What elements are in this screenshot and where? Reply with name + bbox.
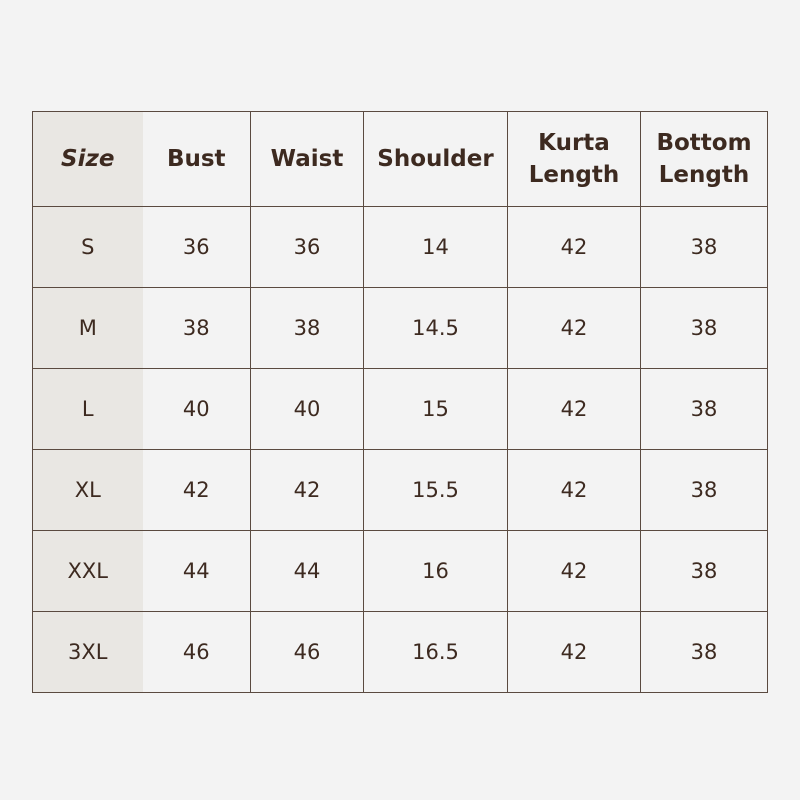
cell-size: S: [32, 206, 143, 288]
cell-bust: 38: [142, 287, 251, 369]
header-bust: Bust: [142, 111, 251, 207]
cell-kurta-length: 42: [507, 206, 641, 288]
cell-kurta-length: 42: [507, 530, 641, 612]
table-row: XXL 44 44 16 42 38: [32, 530, 768, 612]
cell-shoulder: 16.5: [363, 611, 508, 693]
cell-kurta-length: 42: [507, 611, 641, 693]
cell-waist: 46: [250, 611, 364, 693]
header-row: Size Bust Waist Shoulder Kurta Length Bottom …: [32, 111, 768, 207]
cell-shoulder: 14: [363, 206, 508, 288]
cell-kurta-length: 42: [507, 287, 641, 369]
cell-waist: 44: [250, 530, 364, 612]
header-bottom-length: Bottom Length: [640, 111, 768, 207]
cell-bust: 44: [142, 530, 251, 612]
cell-size: M: [32, 287, 143, 369]
cell-bottom-length: 38: [640, 530, 768, 612]
header-shoulder: Shoulder: [363, 111, 508, 207]
cell-bust: 40: [142, 368, 251, 450]
table-row: L 40 40 15 42 38: [32, 368, 768, 450]
cell-bust: 36: [142, 206, 251, 288]
table-row: 3XL 46 46 16.5 42 38: [32, 611, 768, 693]
cell-bottom-length: 38: [640, 449, 768, 531]
table-row: M 38 38 14.5 42 38: [32, 287, 768, 369]
cell-waist: 38: [250, 287, 364, 369]
cell-bottom-length: 38: [640, 206, 768, 288]
cell-waist: 36: [250, 206, 364, 288]
cell-bust: 42: [142, 449, 251, 531]
cell-size: XL: [32, 449, 143, 531]
cell-shoulder: 16: [363, 530, 508, 612]
cell-bottom-length: 38: [640, 287, 768, 369]
header-waist: Waist: [250, 111, 364, 207]
cell-bust: 46: [142, 611, 251, 693]
cell-kurta-length: 42: [507, 449, 641, 531]
cell-size: 3XL: [32, 611, 143, 693]
cell-size: XXL: [32, 530, 143, 612]
cell-bottom-length: 38: [640, 611, 768, 693]
cell-shoulder: 14.5: [363, 287, 508, 369]
cell-bottom-length: 38: [640, 368, 768, 450]
header-size: Size: [32, 111, 143, 207]
cell-shoulder: 15: [363, 368, 508, 450]
size-chart-table: Size Bust Waist Shoulder Kurta Length Bottom …: [32, 111, 768, 693]
table-row: S 36 36 14 42 38: [32, 206, 768, 288]
cell-size: L: [32, 368, 143, 450]
cell-shoulder: 15.5: [363, 449, 508, 531]
cell-kurta-length: 42: [507, 368, 641, 450]
table-row: XL 42 42 15.5 42 38: [32, 449, 768, 531]
cell-waist: 42: [250, 449, 364, 531]
cell-waist: 40: [250, 368, 364, 450]
header-kurta-length: Kurta Length: [507, 111, 641, 207]
